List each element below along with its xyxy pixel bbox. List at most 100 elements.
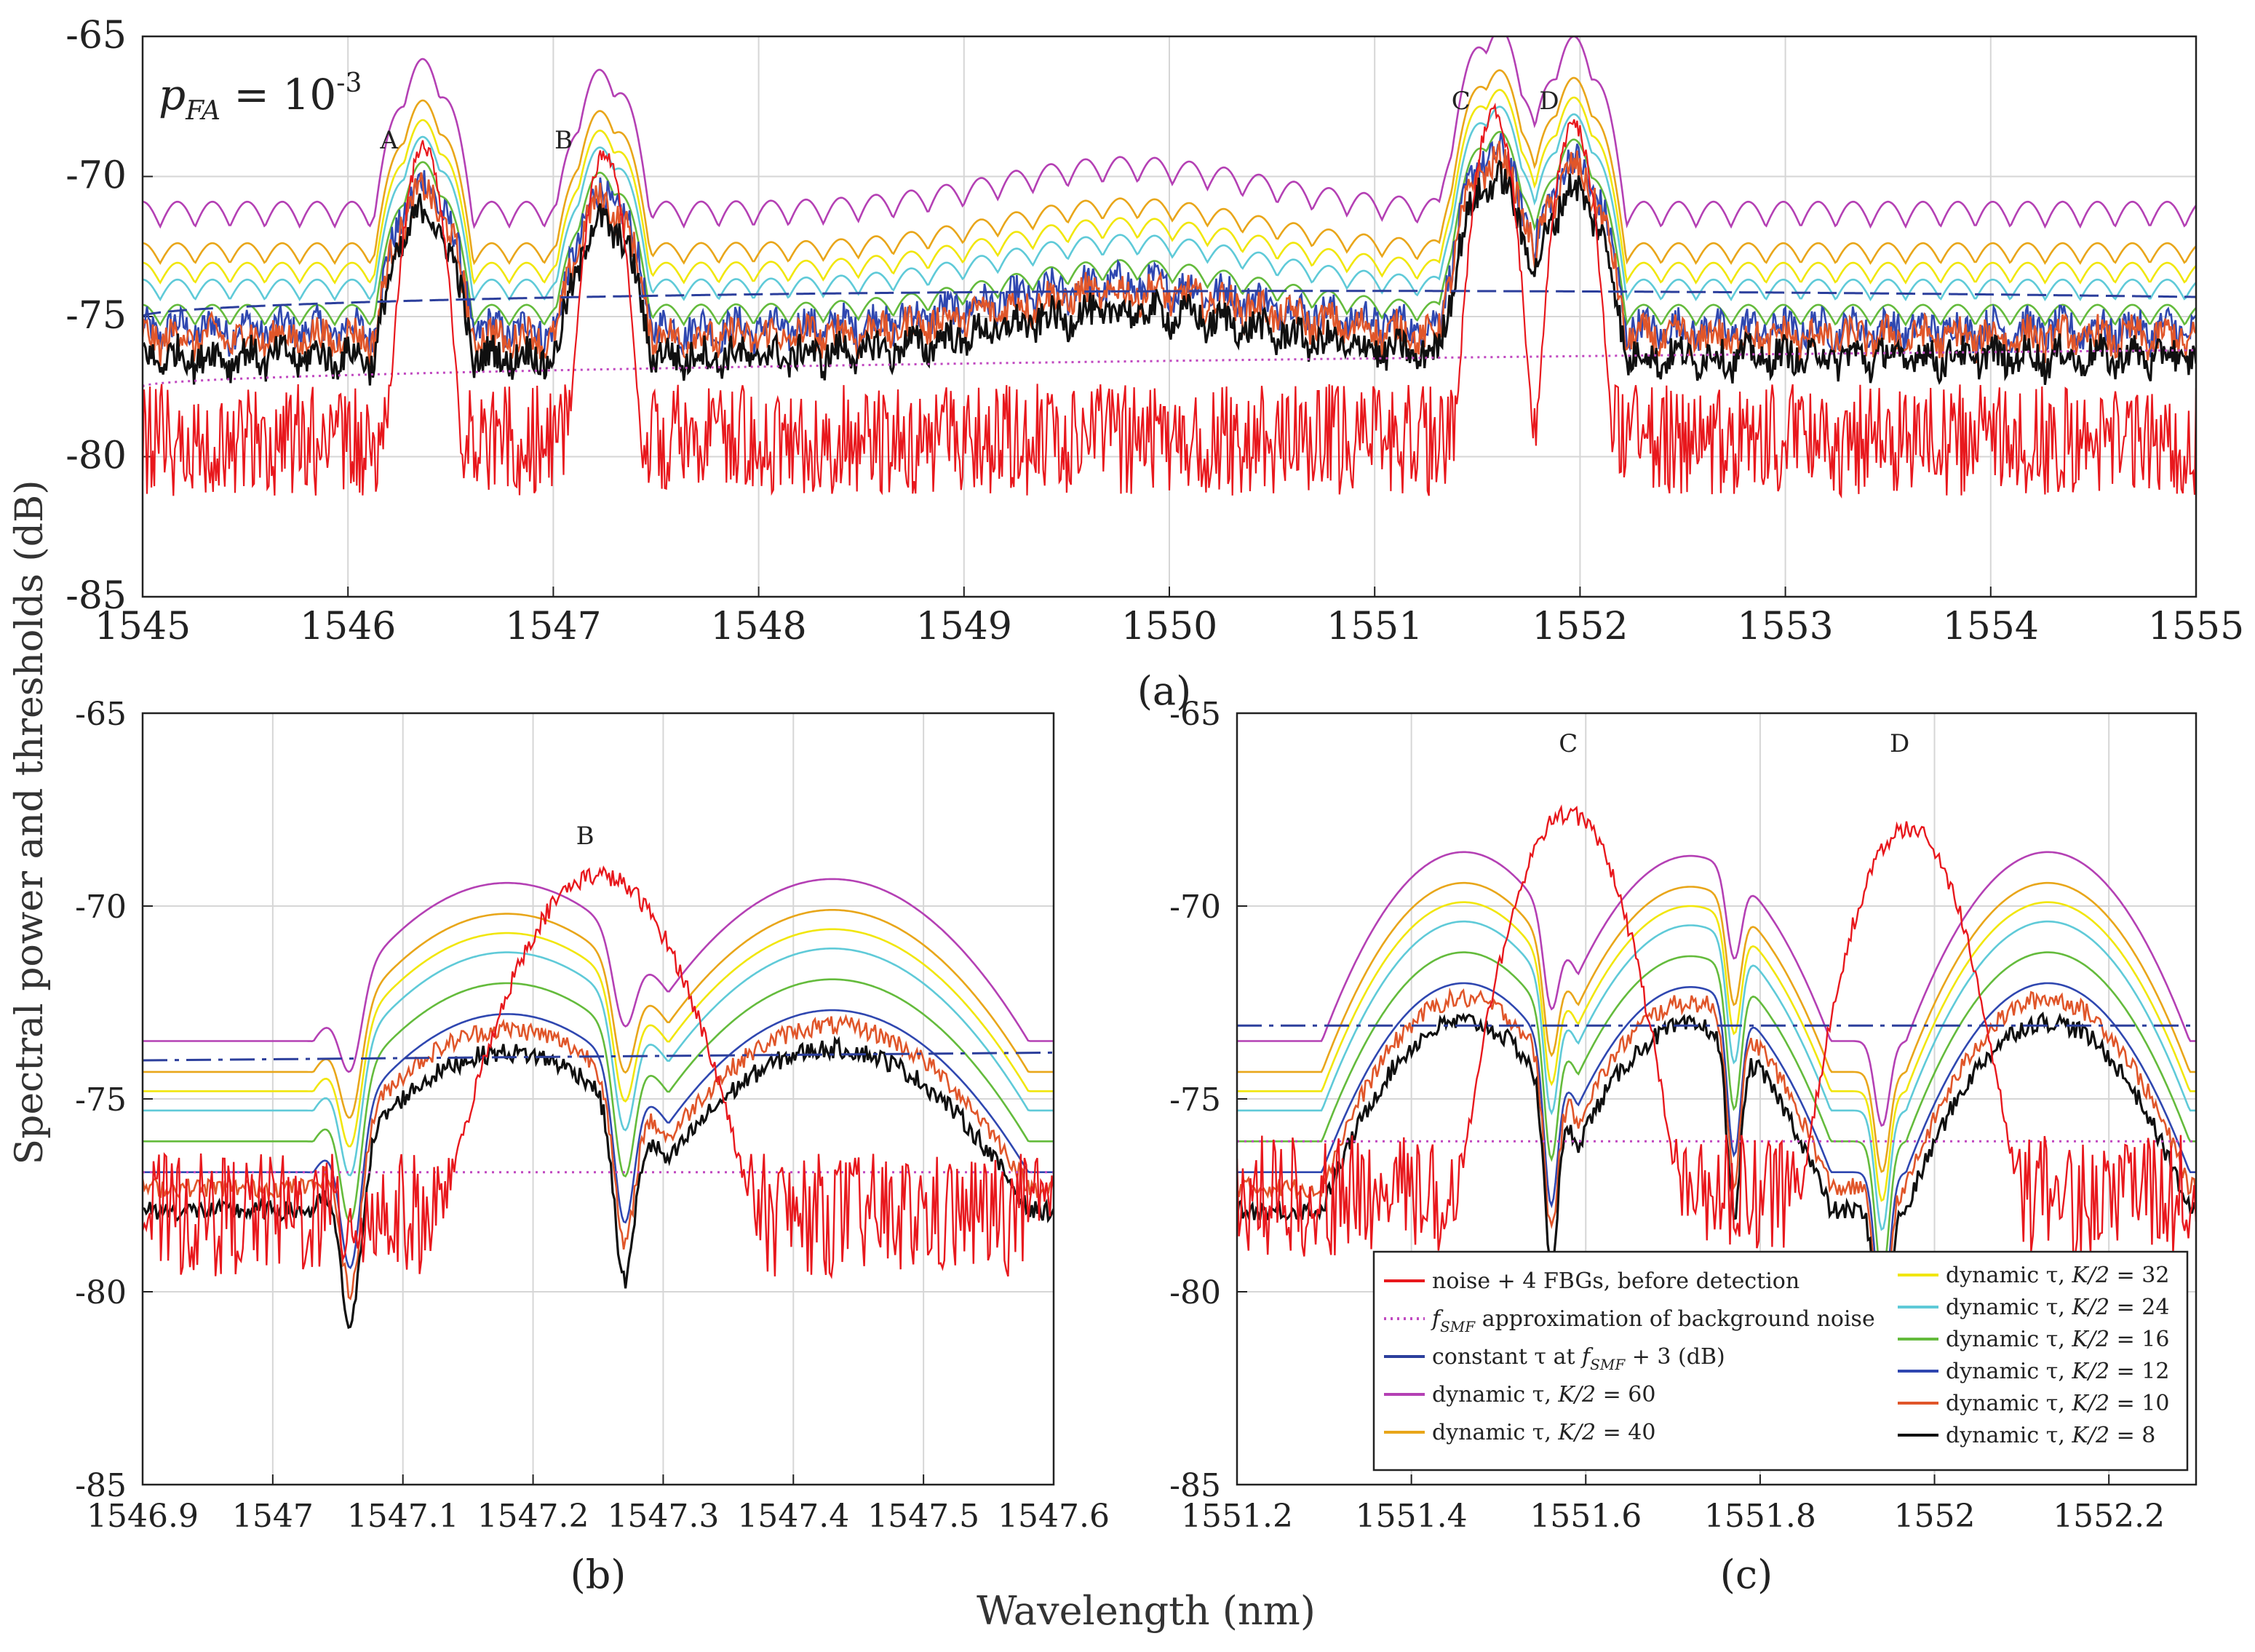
x-tick-label: 1551.8 — [1704, 1498, 1816, 1535]
peak-label-A: A — [379, 126, 398, 155]
series-constant — [143, 290, 2196, 318]
series-k8 — [1237, 1011, 2196, 1384]
legend-entry-k32: dynamic τ, K/2 = 32 — [1946, 1263, 2169, 1288]
series-k8 — [143, 159, 2196, 386]
series-constant — [143, 1051, 1054, 1062]
x-tick-label: 1555 — [2148, 605, 2244, 648]
legend-pre: dynamic τ, — [1432, 1382, 1558, 1407]
legend-text: = 8 — [2109, 1423, 2155, 1448]
panel-c: 1551.2 1551.4 1551.6 1551.8 1552 1552.2 -65 -70… — [1169, 696, 2198, 1597]
y-tick-label: -80 — [1169, 1274, 1221, 1311]
legend-italic: K/2 — [2071, 1295, 2109, 1320]
legend-italic: K/2 — [1557, 1420, 1596, 1445]
legend-entry-k60: dynamic τ, K/2 = 60 — [1432, 1382, 1655, 1407]
series-k40 — [143, 909, 1054, 1119]
legend-entry-k24: dynamic τ, K/2 = 24 — [1946, 1295, 2169, 1320]
x-tick-label: 1546.9 — [87, 1498, 199, 1535]
peak-label-D: D — [1890, 729, 1909, 758]
series-k16 — [143, 130, 2196, 327]
legend-pre: dynamic τ, — [1946, 1359, 2072, 1384]
axes-frame — [141, 712, 1055, 1486]
series-k16 — [143, 978, 1054, 1223]
y-tick-label: -80 — [75, 1274, 127, 1311]
series-k60 — [1237, 851, 2196, 1127]
x-tick-label: 1551.4 — [1356, 1498, 1468, 1535]
x-tick-label: 1547.1 — [347, 1498, 459, 1535]
series-k10 — [143, 1014, 1054, 1300]
panel-a: 1545 1546 1547 1548 1549 1550 1551 1552 1553 1554… — [65, 14, 2244, 714]
series-k24 — [143, 948, 1054, 1177]
legend-pre: dynamic τ, — [1946, 1327, 2072, 1352]
legend-text: = 40 — [1596, 1420, 1655, 1445]
y-tick-label: -70 — [1169, 889, 1221, 926]
y-tick-label: -75 — [75, 1081, 127, 1119]
x-tick-label: 1547.4 — [737, 1498, 849, 1535]
legend-sub: SMF — [1440, 1318, 1476, 1335]
series-k32 — [1237, 901, 2196, 1202]
peak-label-D: D — [1539, 87, 1559, 116]
y-tick-label: -65 — [75, 696, 127, 733]
pfa-exp: -3 — [336, 68, 362, 98]
y-tick-label: -70 — [75, 889, 127, 926]
x-tick-label: 1547 — [505, 605, 601, 648]
panels: 1545 1546 1547 1548 1549 1550 1551 1552 1553 1554… — [65, 14, 2244, 1597]
legend-entry-fsmf: fSMF approximation of background noise — [1431, 1306, 1875, 1335]
legend-entry-k40: dynamic τ, K/2 = 40 — [1432, 1420, 1655, 1445]
legend-entry-k8: dynamic τ, K/2 = 8 — [1946, 1423, 2155, 1448]
x-tick-label: 1551.6 — [1530, 1498, 1642, 1535]
legend-text: = 10 — [2109, 1391, 2169, 1416]
series-k16 — [1237, 951, 2196, 1278]
x-tick-label: 1552.2 — [2053, 1498, 2165, 1535]
legend-text: approximation of background noise — [1475, 1306, 1875, 1332]
legend-entry-constant: constant τ at fSMF + 3 (dB) — [1432, 1344, 1725, 1373]
legend-entry-noise: noise + 4 FBGs, before detection — [1432, 1268, 1799, 1294]
legend-text: noise + 4 FBGs, before detection — [1432, 1268, 1799, 1294]
legend-text: = 32 — [2109, 1263, 2169, 1288]
peak-label-B: B — [554, 126, 573, 155]
legend-entry-k12: dynamic τ, K/2 = 12 — [1946, 1359, 2169, 1384]
series-k40 — [143, 69, 2196, 266]
series-noise — [143, 865, 1054, 1279]
series-k32 — [143, 89, 2196, 285]
y-tick-label: -85 — [75, 1467, 127, 1504]
legend-pre: dynamic τ, — [1946, 1423, 2072, 1448]
x-tick-label: 1552 — [1532, 605, 1628, 648]
series-k32 — [143, 928, 1054, 1148]
plot-area — [143, 865, 1054, 1330]
x-tick-label: 1547.2 — [477, 1498, 589, 1535]
x-tick-label: 1547.6 — [998, 1498, 1110, 1535]
legend-pre: constant τ at — [1432, 1344, 1582, 1370]
series-k40 — [1237, 881, 2196, 1173]
x-tick-label: 1553 — [1737, 605, 1833, 648]
panel-b: 1546.9 1547 1547.1 1547.2 1547.3 1547.4 1547.5… — [75, 696, 1110, 1597]
y-tick-label: -85 — [1169, 1467, 1221, 1504]
y-tick-label: -65 — [1169, 696, 1221, 733]
axes-frame — [141, 35, 2198, 598]
x-tick-label: 1546 — [300, 605, 396, 648]
panel-label-b: (b) — [570, 1552, 627, 1597]
series-noise — [143, 102, 2196, 499]
legend-entry-k16: dynamic τ, K/2 = 16 — [1946, 1327, 2169, 1352]
legend-pre: dynamic τ, — [1946, 1391, 2072, 1416]
series-k12 — [143, 132, 2196, 357]
legend-italic: K/2 — [1557, 1382, 1596, 1407]
x-tick-label: 1554 — [1943, 605, 2039, 648]
x-tick-label: 1551.2 — [1181, 1498, 1293, 1535]
panel-label-c: (c) — [1720, 1552, 1773, 1597]
pfa-p: p — [159, 70, 186, 119]
series-k10 — [1237, 987, 2196, 1341]
legend-italic: K/2 — [2071, 1359, 2109, 1384]
legend: noise + 4 FBGs, before detection fSMF app… — [1372, 1250, 2189, 1472]
legend-italic: K/2 — [2071, 1391, 2109, 1416]
x-tick-label: 1547.5 — [867, 1498, 979, 1535]
legend-text: = 24 — [2109, 1295, 2169, 1320]
x-tick-label: 1545 — [95, 605, 191, 648]
y-axis-label: Spectral power and thresholds (dB) — [8, 480, 52, 1164]
x-tick-label: 1549 — [916, 605, 1012, 648]
peak-label-C: C — [1559, 729, 1578, 758]
legend-pre: dynamic τ, — [1946, 1263, 2072, 1288]
peak-label-B: B — [576, 822, 594, 851]
legend-text: = 60 — [1596, 1382, 1655, 1407]
y-tick-label: -85 — [65, 574, 127, 618]
